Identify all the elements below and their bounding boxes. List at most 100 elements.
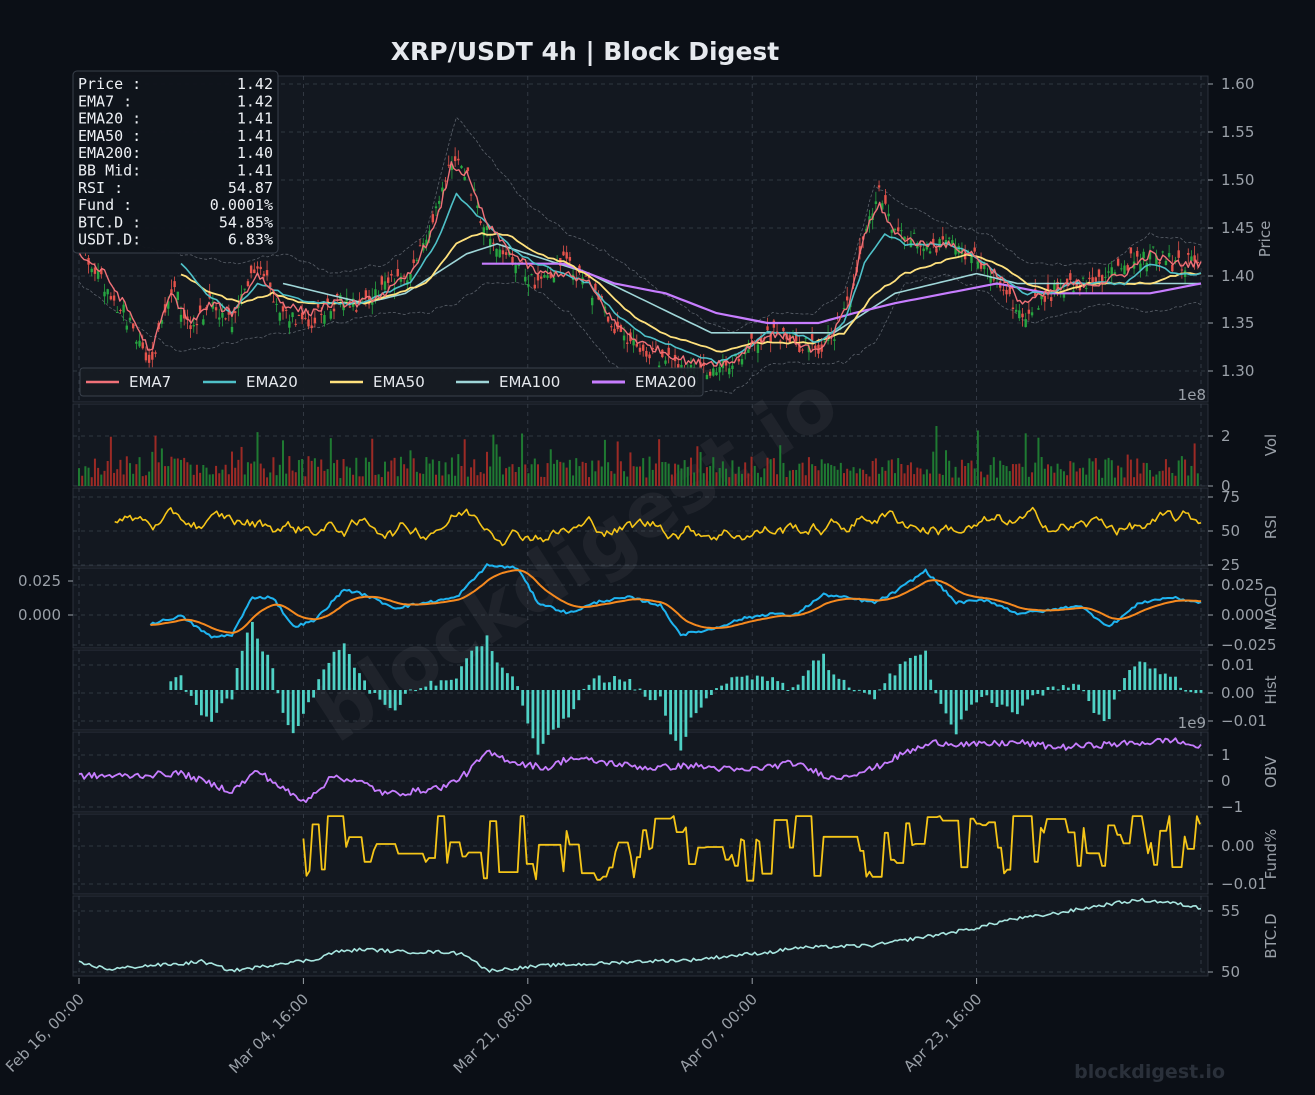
volume-bar — [406, 468, 409, 486]
candle-body — [1123, 265, 1126, 275]
volume-bar — [399, 456, 402, 486]
candle-body — [641, 344, 645, 351]
candle-body — [243, 288, 246, 290]
ytick-label-macd-2: 0.025 — [1221, 576, 1264, 594]
candle-body — [131, 323, 135, 329]
volume-bar — [1101, 477, 1104, 486]
hist-bar — [1179, 687, 1182, 690]
hist-bar — [985, 690, 989, 696]
volume-bar — [1142, 462, 1145, 486]
volume-bar — [1015, 464, 1018, 486]
hist-bar — [674, 690, 678, 741]
hist-bar — [704, 690, 708, 699]
volume-bar — [144, 475, 147, 486]
volume-bar — [741, 473, 743, 486]
info-box: Price : 1.42 EMA7 : 1.42 EMA20 : 1.41 EMA50 : 1… — [72, 70, 279, 254]
candle-body — [192, 324, 195, 327]
candle-body — [466, 167, 470, 171]
hist-bar — [465, 658, 468, 690]
ytick-label-price-1: 1.35 — [1221, 314, 1254, 332]
ytick-label-price-3: 1.45 — [1221, 219, 1254, 237]
volume-bar — [588, 477, 590, 486]
candle-body — [680, 364, 683, 369]
hist-bar — [1000, 690, 1004, 705]
volume-bar — [285, 473, 288, 486]
candle-body — [1088, 277, 1091, 280]
volume-bar — [1107, 457, 1110, 486]
hist-bar — [842, 679, 846, 690]
candle-body — [488, 238, 492, 247]
candle-body — [947, 237, 951, 239]
candle-body — [170, 289, 173, 294]
volume-bar — [702, 473, 705, 486]
hist-bar — [480, 646, 484, 690]
volume-bar — [90, 477, 93, 486]
hist-bar — [271, 668, 275, 690]
candle-body — [259, 266, 262, 270]
hist-bar — [847, 687, 851, 690]
volume-bar — [1123, 477, 1126, 486]
ytick-label-price-2: 1.40 — [1221, 267, 1254, 285]
volume-bar — [1104, 459, 1107, 486]
volume-bar — [980, 471, 983, 486]
candle-body — [718, 367, 721, 373]
hist-bar — [276, 690, 280, 694]
candle-body — [887, 213, 890, 217]
hist-bar — [536, 690, 540, 755]
hist-bar — [878, 689, 882, 691]
candle-body — [635, 343, 639, 347]
hist-bar — [398, 690, 402, 705]
candle-body — [590, 297, 594, 306]
legend-frame — [79, 367, 704, 397]
volume-bar — [709, 465, 712, 486]
candle-body — [122, 304, 125, 313]
volume-bar — [259, 463, 262, 486]
volume-bar — [929, 473, 932, 486]
volume-bar — [524, 464, 527, 486]
volume-bar — [858, 468, 861, 486]
hist-bar — [245, 632, 249, 690]
hist-bar — [863, 690, 866, 693]
volume-bar — [148, 471, 151, 486]
candle-body — [976, 261, 980, 269]
hist-bar — [1067, 687, 1070, 690]
candle-body — [881, 203, 884, 210]
volume-bar — [501, 474, 504, 486]
hist-bar — [959, 690, 963, 720]
volume-bar — [1005, 466, 1008, 486]
hist-bar — [653, 690, 657, 701]
volume-bar — [1139, 473, 1142, 486]
candle-body — [539, 276, 543, 279]
candle-body — [100, 268, 103, 275]
candle-body — [125, 325, 129, 330]
hist-bar — [730, 677, 734, 690]
volume-bar — [632, 466, 635, 486]
candle-body — [1167, 253, 1171, 257]
candle-body — [457, 158, 460, 161]
candle-body — [186, 316, 189, 320]
candle-body — [1177, 250, 1180, 258]
hist-bar — [1184, 690, 1188, 692]
volume-bar — [811, 464, 814, 486]
volume-bar — [237, 459, 240, 486]
hist-bar — [597, 675, 601, 690]
volume-bar — [119, 459, 122, 486]
candle-body — [1196, 262, 1200, 264]
hist-bar — [817, 660, 820, 690]
candle-body — [1081, 277, 1085, 279]
candle-body — [1151, 246, 1155, 248]
hist-bar — [444, 680, 448, 690]
volume-bar — [976, 430, 979, 486]
hist-bar — [388, 690, 392, 708]
candle-body — [332, 308, 336, 312]
hist-bar — [220, 690, 224, 704]
volume-bar — [482, 473, 485, 486]
volume-bar — [323, 470, 326, 486]
volume-bar — [938, 473, 941, 486]
candle-body — [431, 214, 435, 223]
hist-bar — [1087, 690, 1091, 702]
candle-body — [874, 201, 878, 205]
candle-body — [447, 164, 450, 166]
hist-bar — [240, 650, 244, 690]
volume-bar — [1040, 457, 1043, 486]
